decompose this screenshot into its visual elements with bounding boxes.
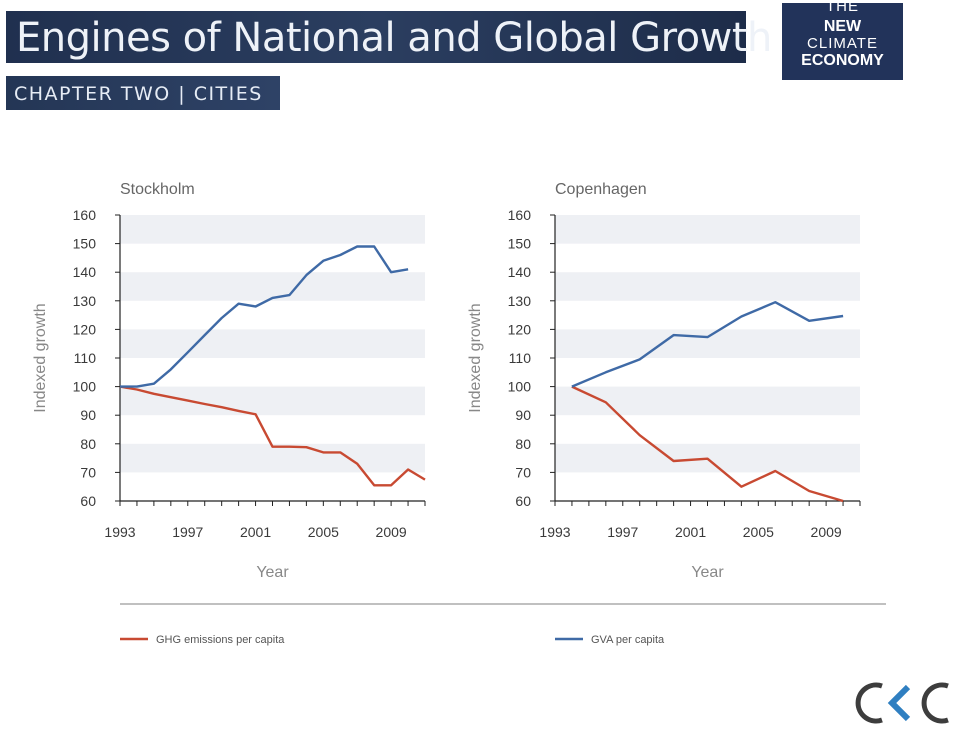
- title-banner: Engines of National and Global Growth: [6, 11, 772, 63]
- y-tick-label: 110: [509, 350, 532, 366]
- y-tick-label: 150: [73, 236, 97, 252]
- x-axis-label: Year: [256, 564, 289, 581]
- y-axis-label: Indexed growth: [32, 303, 49, 412]
- grid-band: [120, 386, 425, 416]
- x-tick-label: 2005: [308, 524, 339, 540]
- chapter-banner: CHAPTER TWO | CITIES: [6, 76, 280, 110]
- x-tick-label: 2005: [743, 524, 774, 540]
- y-tick-label: 160: [73, 207, 97, 223]
- grid-band: [555, 215, 860, 244]
- ckc-logo-icon: [855, 682, 949, 724]
- new-climate-economy-logo: THE NEW CLIMATE ECONOMY: [782, 3, 903, 80]
- x-tick-label: 1997: [607, 524, 638, 540]
- y-tick-label: 60: [515, 493, 531, 509]
- x-tick-label: 2001: [240, 524, 271, 540]
- legend-item: GVA per capita: [555, 634, 665, 646]
- grid-band: [120, 329, 425, 358]
- y-tick-label: 120: [73, 321, 97, 337]
- x-tick-label: 2009: [811, 524, 842, 540]
- x-axis-label: Year: [691, 564, 724, 581]
- y-tick-label: 90: [80, 407, 96, 423]
- y-tick-label: 100: [508, 379, 532, 395]
- y-tick-label: 110: [74, 350, 97, 366]
- chart-title: Stockholm: [120, 181, 195, 198]
- y-tick-label: 100: [73, 379, 97, 395]
- grid-band: [555, 329, 860, 358]
- logo-line-2: NEW: [823, 18, 862, 35]
- y-tick-label: 70: [80, 464, 96, 480]
- y-axis-label: Indexed growth: [467, 303, 484, 412]
- y-tick-label: 120: [508, 321, 532, 337]
- y-tick-label: 150: [508, 236, 532, 252]
- y-tick-label: 130: [508, 293, 532, 309]
- chapter-label: CHAPTER TWO | CITIES: [14, 83, 263, 105]
- grid-band: [120, 272, 425, 301]
- legend-label: GVA per capita: [591, 634, 665, 646]
- legend-label: GHG emissions per capita: [156, 634, 285, 646]
- grid-band: [555, 272, 860, 301]
- chart-copenhagen: 60 70 80 90 100 110 120 130 140 150 160 1993 1997 200…: [467, 181, 861, 581]
- y-tick-label: 130: [73, 293, 97, 309]
- y-tick-label: 60: [80, 493, 96, 509]
- y-tick-label: 80: [80, 436, 96, 452]
- chart-stockholm: 60 70 80 90 100 110 120 130 140 150 160 1993 1997 200…: [32, 181, 426, 581]
- legend-item: GHG emissions per capita: [120, 634, 285, 646]
- page-title: Engines of National and Global Growth: [16, 15, 772, 61]
- grid-band: [555, 386, 860, 416]
- series-line-gva: [120, 245, 409, 388]
- x-tick-label: 1993: [104, 524, 135, 540]
- y-tick-label: 80: [515, 436, 531, 452]
- logo-line-3: CLIMATE: [807, 35, 878, 52]
- y-tick-label: 160: [508, 207, 532, 223]
- logo-line-1: THE: [826, 3, 859, 15]
- chart-title: Copenhagen: [555, 181, 647, 198]
- logo-line-4: ECONOMY: [801, 52, 884, 69]
- y-tick-label: 90: [515, 407, 531, 423]
- grid-band: [120, 443, 425, 473]
- x-tick-label: 2001: [675, 524, 706, 540]
- series-line-ghg: [571, 385, 844, 503]
- grid-band: [120, 215, 425, 244]
- series-line-ghg: [119, 385, 426, 487]
- y-tick-label: 70: [515, 464, 531, 480]
- y-tick-label: 140: [508, 264, 532, 280]
- series-line-gva: [571, 301, 844, 388]
- x-tick-label: 2009: [376, 524, 407, 540]
- x-tick-label: 1993: [539, 524, 570, 540]
- y-tick-label: 140: [73, 264, 97, 280]
- x-tick-label: 1997: [172, 524, 203, 540]
